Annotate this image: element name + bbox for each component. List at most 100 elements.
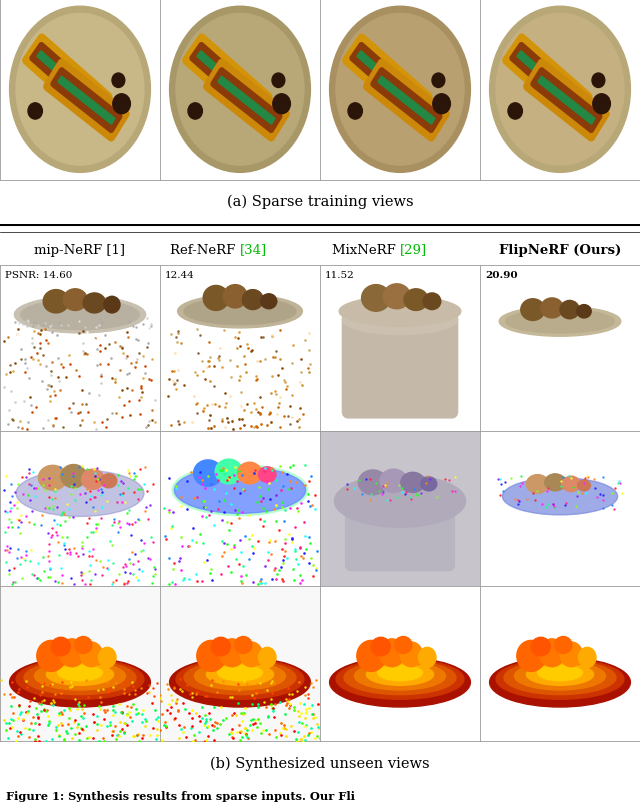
Circle shape bbox=[28, 104, 42, 120]
Ellipse shape bbox=[10, 658, 150, 707]
FancyBboxPatch shape bbox=[37, 52, 97, 107]
FancyBboxPatch shape bbox=[197, 52, 257, 107]
Ellipse shape bbox=[490, 658, 630, 707]
Ellipse shape bbox=[243, 290, 263, 311]
Ellipse shape bbox=[193, 461, 223, 487]
Ellipse shape bbox=[531, 637, 550, 656]
Ellipse shape bbox=[496, 659, 624, 699]
Ellipse shape bbox=[218, 665, 262, 680]
Ellipse shape bbox=[74, 637, 92, 654]
Ellipse shape bbox=[104, 297, 120, 314]
Ellipse shape bbox=[515, 663, 605, 690]
Ellipse shape bbox=[394, 637, 412, 654]
FancyBboxPatch shape bbox=[23, 35, 111, 123]
FancyBboxPatch shape bbox=[378, 77, 435, 125]
Text: 20.90: 20.90 bbox=[485, 270, 517, 279]
Ellipse shape bbox=[357, 641, 385, 672]
Ellipse shape bbox=[404, 290, 428, 311]
Ellipse shape bbox=[37, 641, 65, 672]
Ellipse shape bbox=[421, 478, 437, 491]
Circle shape bbox=[432, 74, 445, 88]
Circle shape bbox=[188, 104, 202, 120]
FancyBboxPatch shape bbox=[346, 496, 454, 571]
FancyBboxPatch shape bbox=[503, 35, 591, 123]
Ellipse shape bbox=[60, 639, 84, 667]
Text: FlipNeRF (Ours): FlipNeRF (Ours) bbox=[499, 243, 621, 256]
Ellipse shape bbox=[211, 637, 230, 656]
Text: 12.44: 12.44 bbox=[165, 270, 195, 279]
Ellipse shape bbox=[355, 663, 445, 690]
Ellipse shape bbox=[526, 475, 549, 494]
Ellipse shape bbox=[506, 311, 614, 333]
Circle shape bbox=[272, 74, 285, 88]
Text: (a) Sparse training views: (a) Sparse training views bbox=[227, 195, 413, 208]
Ellipse shape bbox=[223, 285, 247, 308]
Ellipse shape bbox=[63, 290, 87, 311]
Ellipse shape bbox=[400, 642, 422, 667]
Ellipse shape bbox=[517, 641, 545, 672]
FancyBboxPatch shape bbox=[58, 77, 115, 125]
Text: PSNR: 14.60: PSNR: 14.60 bbox=[5, 270, 72, 279]
Ellipse shape bbox=[35, 663, 125, 690]
Ellipse shape bbox=[336, 659, 464, 699]
Ellipse shape bbox=[383, 285, 410, 309]
Ellipse shape bbox=[371, 637, 390, 656]
Ellipse shape bbox=[344, 661, 456, 695]
FancyBboxPatch shape bbox=[350, 44, 424, 115]
Ellipse shape bbox=[170, 658, 310, 707]
Ellipse shape bbox=[61, 465, 86, 488]
Ellipse shape bbox=[16, 659, 144, 699]
Ellipse shape bbox=[401, 473, 425, 493]
Ellipse shape bbox=[560, 642, 582, 667]
Ellipse shape bbox=[99, 647, 116, 667]
Ellipse shape bbox=[206, 664, 274, 685]
Ellipse shape bbox=[16, 470, 144, 517]
Ellipse shape bbox=[541, 298, 563, 319]
Ellipse shape bbox=[261, 294, 277, 309]
Text: MixNeRF: MixNeRF bbox=[332, 243, 400, 256]
Ellipse shape bbox=[378, 665, 422, 680]
Circle shape bbox=[593, 95, 611, 114]
Ellipse shape bbox=[204, 286, 229, 311]
Ellipse shape bbox=[184, 298, 296, 325]
Ellipse shape bbox=[334, 475, 466, 528]
Ellipse shape bbox=[176, 659, 304, 699]
Ellipse shape bbox=[259, 647, 276, 667]
FancyBboxPatch shape bbox=[183, 35, 271, 123]
Ellipse shape bbox=[496, 15, 624, 166]
Circle shape bbox=[348, 104, 362, 120]
Circle shape bbox=[508, 104, 522, 120]
Ellipse shape bbox=[339, 297, 461, 327]
Text: [29]: [29] bbox=[400, 243, 427, 256]
Ellipse shape bbox=[379, 639, 405, 667]
FancyBboxPatch shape bbox=[364, 60, 449, 142]
FancyBboxPatch shape bbox=[538, 77, 595, 125]
Ellipse shape bbox=[342, 305, 458, 335]
Ellipse shape bbox=[195, 663, 285, 690]
Text: mip-NeRF [1]: mip-NeRF [1] bbox=[35, 243, 125, 256]
Ellipse shape bbox=[178, 295, 302, 328]
Ellipse shape bbox=[366, 664, 434, 685]
Ellipse shape bbox=[237, 462, 262, 484]
Ellipse shape bbox=[499, 307, 621, 337]
Ellipse shape bbox=[259, 467, 276, 483]
Ellipse shape bbox=[560, 301, 579, 320]
Circle shape bbox=[592, 74, 605, 88]
FancyBboxPatch shape bbox=[343, 35, 431, 123]
Ellipse shape bbox=[423, 294, 441, 311]
Ellipse shape bbox=[419, 647, 436, 667]
Text: Figure 1: Synthesis results from sparse inputs. Our Fli: Figure 1: Synthesis results from sparse … bbox=[6, 790, 355, 801]
FancyBboxPatch shape bbox=[204, 60, 289, 142]
Circle shape bbox=[112, 74, 125, 88]
Ellipse shape bbox=[563, 477, 580, 492]
Ellipse shape bbox=[174, 467, 306, 513]
Ellipse shape bbox=[215, 460, 243, 484]
Text: Ref-NeRF: Ref-NeRF bbox=[170, 243, 240, 256]
Ellipse shape bbox=[577, 305, 591, 319]
Ellipse shape bbox=[197, 641, 226, 672]
FancyBboxPatch shape bbox=[342, 314, 458, 418]
Ellipse shape bbox=[51, 637, 70, 656]
Ellipse shape bbox=[58, 665, 102, 680]
Circle shape bbox=[433, 95, 451, 114]
FancyBboxPatch shape bbox=[510, 44, 584, 115]
